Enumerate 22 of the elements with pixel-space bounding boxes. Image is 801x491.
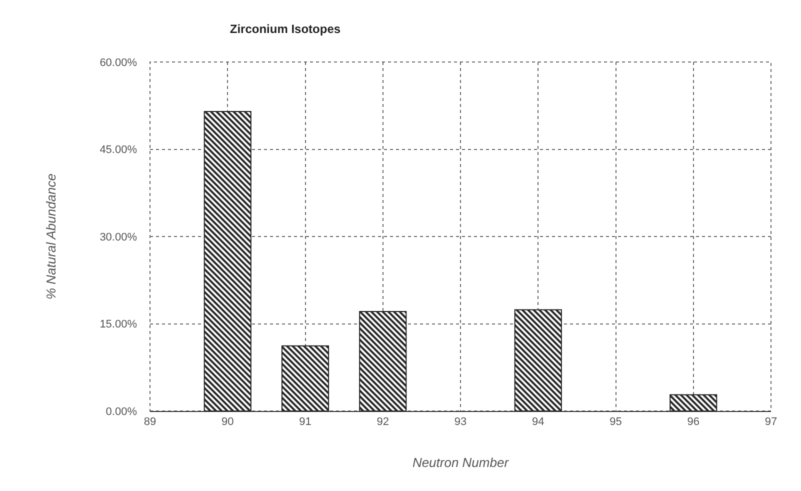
- y-tick-label: 0.00%: [106, 406, 138, 418]
- bar: [281, 345, 330, 411]
- x-tick-label: 93: [454, 416, 467, 428]
- x-tick-label: 92: [376, 416, 390, 428]
- y-tick-label: 60.00%: [100, 56, 138, 69]
- bar: [204, 110, 252, 411]
- y-tick-label: 30.00%: [100, 231, 138, 244]
- bar: [670, 394, 718, 411]
- x-tick-label: 94: [532, 416, 544, 428]
- bar: [359, 311, 407, 411]
- x-tick-label: 89: [144, 416, 156, 428]
- y-axis-title: % Natural Abundance: [44, 174, 59, 300]
- x-tick-label: 97: [764, 416, 778, 428]
- x-axis-title: Neutron Number: [412, 454, 510, 470]
- chart-title: Zirconium Isotopes: [230, 22, 341, 36]
- bar: [514, 309, 562, 411]
- x-tick-label: 91: [299, 416, 312, 428]
- y-tick-label: 45.00%: [100, 144, 138, 156]
- y-tick-label: 15.00%: [100, 318, 138, 331]
- x-tick-label: 95: [610, 416, 622, 428]
- x-tick-label: 96: [687, 416, 700, 428]
- x-tick-label: 90: [222, 416, 234, 428]
